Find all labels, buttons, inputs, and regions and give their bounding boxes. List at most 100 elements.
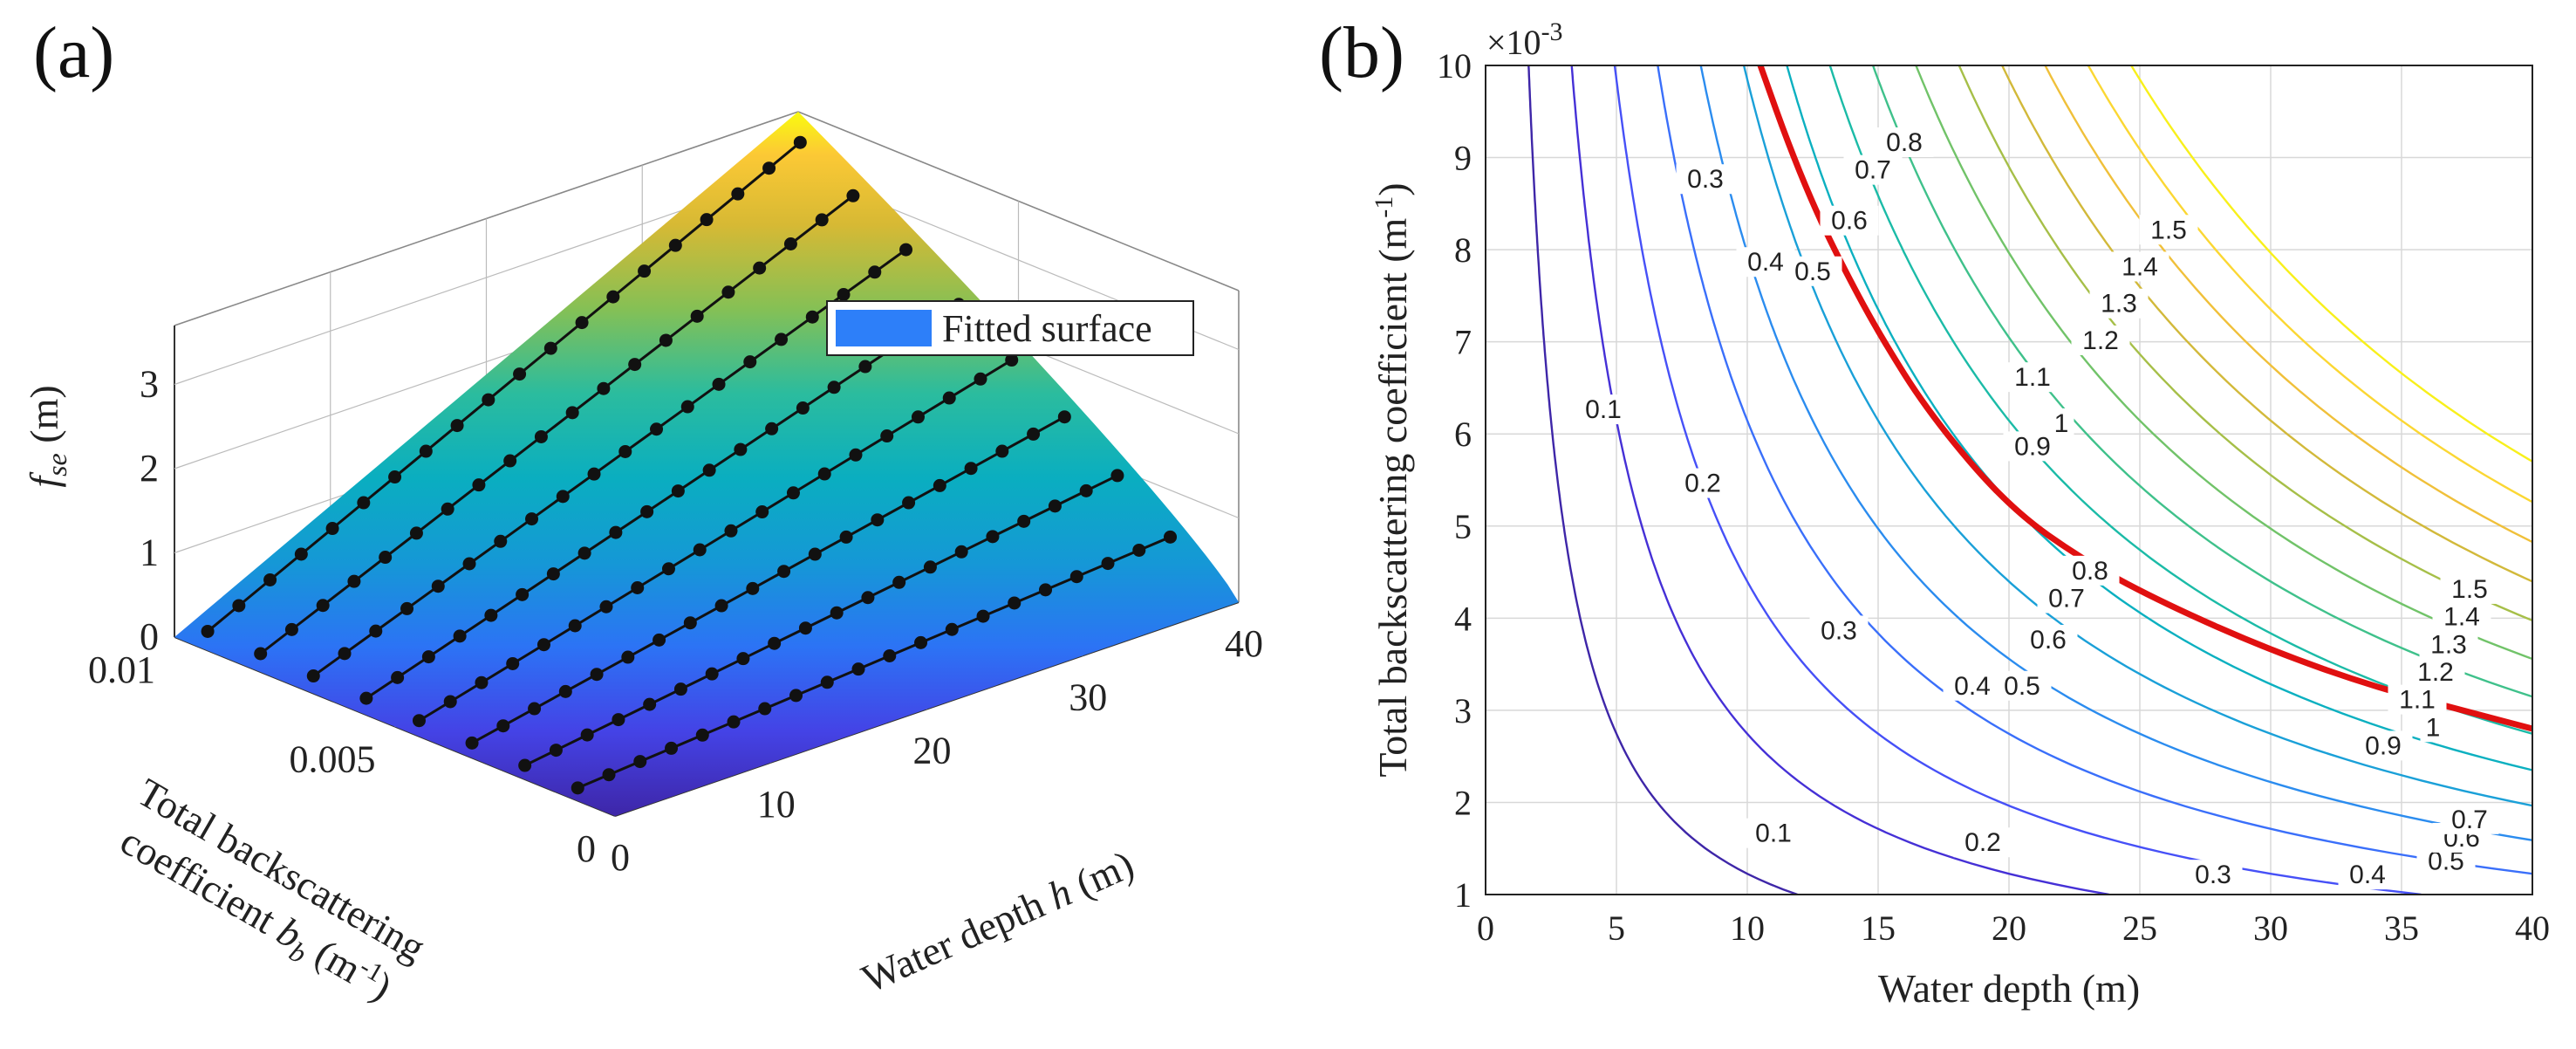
y-tick-label: 7 bbox=[1454, 323, 1472, 362]
sample-point bbox=[787, 486, 800, 499]
sample-point bbox=[317, 599, 330, 612]
contour-label: 1.5 bbox=[2451, 575, 2488, 604]
sample-point bbox=[816, 213, 829, 226]
contour-line bbox=[2046, 65, 2576, 895]
sample-point bbox=[1132, 544, 1145, 557]
contour-label: 0.5 bbox=[2004, 672, 2040, 701]
x-axis-label: Water depth (m) bbox=[1878, 966, 2140, 1011]
sample-point bbox=[762, 161, 776, 175]
sample-point bbox=[713, 378, 726, 391]
y-tick-label: 3 bbox=[1454, 691, 1472, 730]
y-tick-label: 0 bbox=[577, 827, 596, 870]
y-scale-multiplier: ×10-3 bbox=[1486, 17, 1563, 62]
svg-text:Water depth h (m): Water depth h (m) bbox=[855, 841, 1140, 1001]
y-tick-label: 4 bbox=[1454, 599, 1472, 638]
sample-point bbox=[513, 367, 526, 381]
sample-point bbox=[606, 291, 619, 304]
z-tick-label: 2 bbox=[140, 447, 159, 490]
contour-label: 0.9 bbox=[2365, 731, 2402, 760]
x-tick-label: 30 bbox=[2253, 908, 2288, 948]
z-tick-label: 3 bbox=[140, 363, 159, 406]
contour-line bbox=[1830, 65, 2576, 895]
sample-point bbox=[388, 470, 401, 483]
sample-point bbox=[254, 647, 267, 660]
legend: Fitted surface bbox=[827, 301, 1193, 355]
sample-point bbox=[581, 729, 594, 742]
contour-label: 0.6 bbox=[1831, 207, 1868, 236]
sample-point bbox=[537, 638, 550, 651]
sample-point bbox=[576, 316, 589, 329]
sample-point bbox=[466, 737, 479, 750]
sample-point bbox=[578, 546, 591, 559]
x-tick-label: 25 bbox=[2122, 908, 2157, 948]
sample-point bbox=[728, 716, 741, 729]
sample-point bbox=[830, 607, 844, 620]
sample-point bbox=[535, 430, 548, 443]
sample-point bbox=[503, 455, 516, 468]
contour-line bbox=[1657, 65, 2576, 895]
sample-point bbox=[475, 676, 488, 689]
contour-label: 0.9 bbox=[2014, 432, 2051, 461]
sample-point bbox=[506, 657, 519, 670]
sample-point bbox=[974, 373, 987, 386]
sample-point bbox=[806, 311, 819, 324]
contour-label: 0.1 bbox=[1755, 819, 1792, 848]
sample-point bbox=[943, 392, 956, 405]
contour-label: 0.4 bbox=[2349, 860, 2386, 889]
sample-point bbox=[326, 522, 339, 535]
sample-point bbox=[400, 602, 413, 615]
sample-point bbox=[484, 609, 497, 622]
sample-point bbox=[525, 512, 538, 525]
sample-point bbox=[743, 355, 756, 368]
sample-point bbox=[1017, 515, 1030, 528]
sample-point bbox=[706, 668, 719, 681]
contour-label: 1.5 bbox=[2150, 216, 2187, 244]
x-tick-label: 0 bbox=[1477, 908, 1494, 948]
sample-point bbox=[569, 619, 582, 632]
sample-point bbox=[643, 698, 656, 711]
svg-text:Total backscattering coefficie: Total backscattering coefficient (m-1) bbox=[1370, 182, 1415, 777]
y-tick-label: 6 bbox=[1454, 415, 1472, 454]
x-axis-label: Water depth h (m) bbox=[855, 841, 1140, 1001]
sample-point bbox=[995, 445, 1008, 458]
x-tick-label: 30 bbox=[1069, 675, 1107, 718]
sample-point bbox=[516, 588, 529, 601]
sample-point bbox=[694, 544, 707, 557]
contour-label: 1.4 bbox=[2122, 253, 2158, 282]
contour-label: 1.2 bbox=[2082, 326, 2119, 355]
sample-point bbox=[391, 671, 404, 684]
x-tick-label: 0 bbox=[611, 836, 630, 879]
legend-label: Fitted surface bbox=[942, 307, 1152, 350]
contour-label: 0.8 bbox=[2072, 557, 2108, 586]
contour-label: 1 bbox=[2426, 713, 2441, 742]
y-axis-label: Total backscattering coefficient (m-1) bbox=[1370, 182, 1415, 777]
sample-point bbox=[263, 573, 277, 586]
contour-line bbox=[1744, 65, 2576, 895]
sample-point bbox=[965, 462, 978, 475]
sample-point bbox=[736, 652, 749, 665]
y-tick-label: 5 bbox=[1454, 507, 1472, 546]
sample-point bbox=[550, 744, 563, 757]
sample-point bbox=[955, 545, 968, 559]
sample-point bbox=[410, 526, 423, 539]
sample-point bbox=[232, 599, 245, 612]
sample-point bbox=[986, 530, 999, 543]
y-tick-label: 8 bbox=[1454, 230, 1472, 270]
sample-point bbox=[295, 547, 308, 560]
sample-point bbox=[653, 634, 666, 647]
sample-point bbox=[868, 265, 881, 278]
contour-label: 0.4 bbox=[1747, 248, 1784, 277]
sample-point bbox=[777, 565, 790, 578]
contour-label: 0.6 bbox=[2030, 626, 2067, 655]
sample-point bbox=[1039, 583, 1052, 596]
contour-label: 1.4 bbox=[2443, 603, 2480, 632]
sample-point bbox=[307, 669, 320, 682]
sample-point bbox=[559, 685, 572, 698]
contour-line bbox=[2002, 65, 2576, 895]
sample-point bbox=[482, 394, 495, 407]
sample-point bbox=[285, 623, 298, 636]
sample-point bbox=[612, 713, 625, 726]
x-tick-label: 10 bbox=[757, 783, 796, 826]
sample-point bbox=[496, 719, 509, 732]
